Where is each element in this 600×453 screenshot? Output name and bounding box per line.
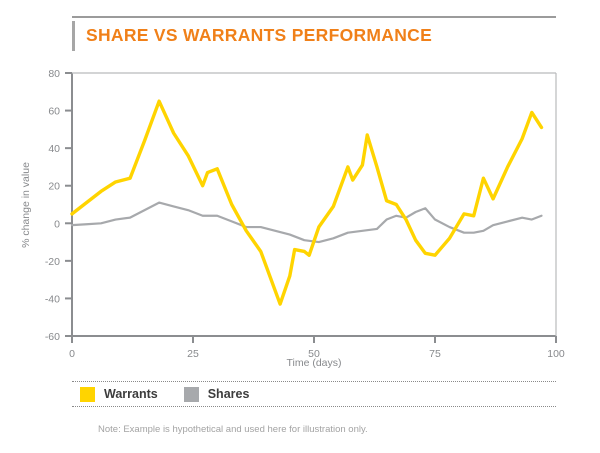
x-tick-label: 75 <box>429 348 441 360</box>
legend-label: Warrants <box>104 387 158 401</box>
legend-item-shares[interactable]: Shares <box>183 386 250 402</box>
title-block: SHARE VS WARRANTS PERFORMANCE <box>72 16 556 56</box>
chart-footnote: Note: Example is hypothetical and used h… <box>98 424 368 435</box>
series-line-shares <box>70 201 543 244</box>
y-tick-label: 0 <box>54 218 60 230</box>
square-swatch <box>183 386 199 402</box>
x-tick-label: 25 <box>187 348 199 360</box>
y-tick-label: -60 <box>45 331 60 343</box>
y-tick-label: 60 <box>48 106 60 118</box>
y-tick-label: -40 <box>45 293 60 305</box>
legend-item-warrants[interactable]: Warrants <box>80 386 158 402</box>
y-axis-ticks: -60 -40 -20 0 20 40 60 80 <box>45 68 72 343</box>
title-accent-bar <box>72 21 75 51</box>
x-axis-title: Time (days) <box>286 357 341 369</box>
y-tick-label: -20 <box>45 256 60 268</box>
legend-label: Shares <box>207 387 250 401</box>
chart-series-layer <box>70 99 544 306</box>
y-tick-label: 20 <box>48 181 60 193</box>
y-tick-label: 40 <box>48 143 60 155</box>
series-line-warrants <box>70 99 544 306</box>
x-tick-label: 0 <box>69 348 75 360</box>
x-axis-ticks: 0 25 50 75 100 <box>69 336 565 360</box>
x-tick-label: 50 <box>308 348 320 360</box>
y-tick-label: 80 <box>48 68 60 80</box>
chart-axes <box>71 72 557 337</box>
page-title: SHARE VS WARRANTS PERFORMANCE <box>86 25 433 45</box>
chart-legend: Warrants Shares <box>72 381 556 407</box>
square-swatch <box>80 386 95 402</box>
y-axis-title: % change in value <box>20 162 32 248</box>
x-tick-label: 100 <box>547 348 565 360</box>
